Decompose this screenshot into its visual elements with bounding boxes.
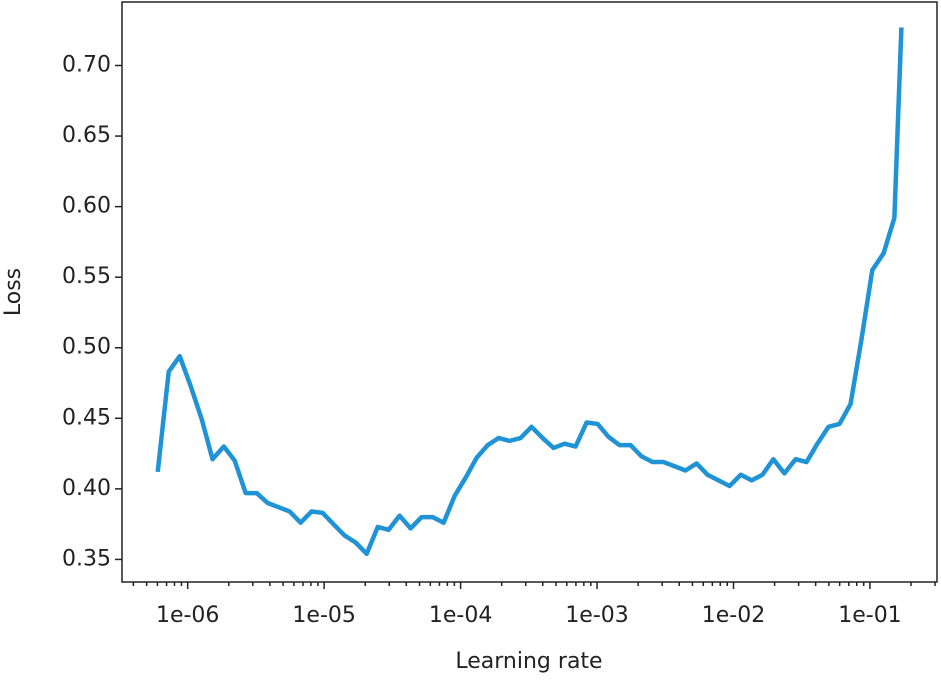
x-tick-label: 1e-05: [292, 603, 355, 628]
y-tick-label: 0.50: [62, 335, 111, 360]
x-tick-label: 1e-03: [565, 603, 628, 628]
y-tick-label: 0.70: [62, 53, 111, 78]
x-axis-label: Learning rate: [455, 649, 602, 674]
plot-frame: [121, 1, 938, 583]
y-tick-label: 0.60: [62, 194, 111, 219]
x-tick-label: 1e-04: [429, 603, 492, 628]
x-tick-label: 1e-02: [702, 603, 765, 628]
y-tick-label: 0.35: [62, 546, 111, 571]
y-tick-label: 0.40: [62, 476, 111, 501]
y-axis-label: Loss: [1, 268, 26, 316]
loss-line: [155, 27, 904, 557]
y-tick-label: 0.65: [62, 123, 111, 148]
x-tick-label: 1e-01: [838, 603, 901, 628]
y-tick-label: 0.45: [62, 405, 111, 430]
x-tick-label: 1e-06: [156, 603, 219, 628]
y-tick-label: 0.55: [62, 264, 111, 289]
